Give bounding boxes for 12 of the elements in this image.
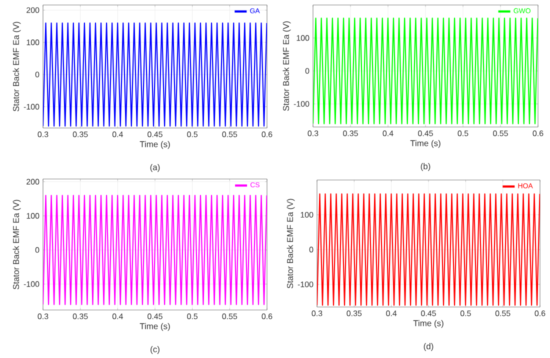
text: (d): [424, 343, 434, 351]
y-axis-title: Stator Back EMF Ea (V): [12, 22, 21, 112]
text: (b): [420, 163, 430, 171]
text: (c): [150, 346, 160, 354]
y-axis-title: Stator Back EMF Ea (V): [286, 198, 295, 288]
x-axis-title: Time (s): [140, 140, 170, 149]
x-axis-title: Time (s): [410, 140, 440, 148]
y-axis-title: Stator Back EMF Ea (V): [282, 21, 291, 111]
y-axis-title: Stator Back EMF Ea (V): [12, 200, 21, 290]
x-axis-title: Time (s): [140, 323, 170, 331]
x-axis-title: Time (s): [413, 320, 444, 328]
text: (a): [150, 164, 160, 172]
